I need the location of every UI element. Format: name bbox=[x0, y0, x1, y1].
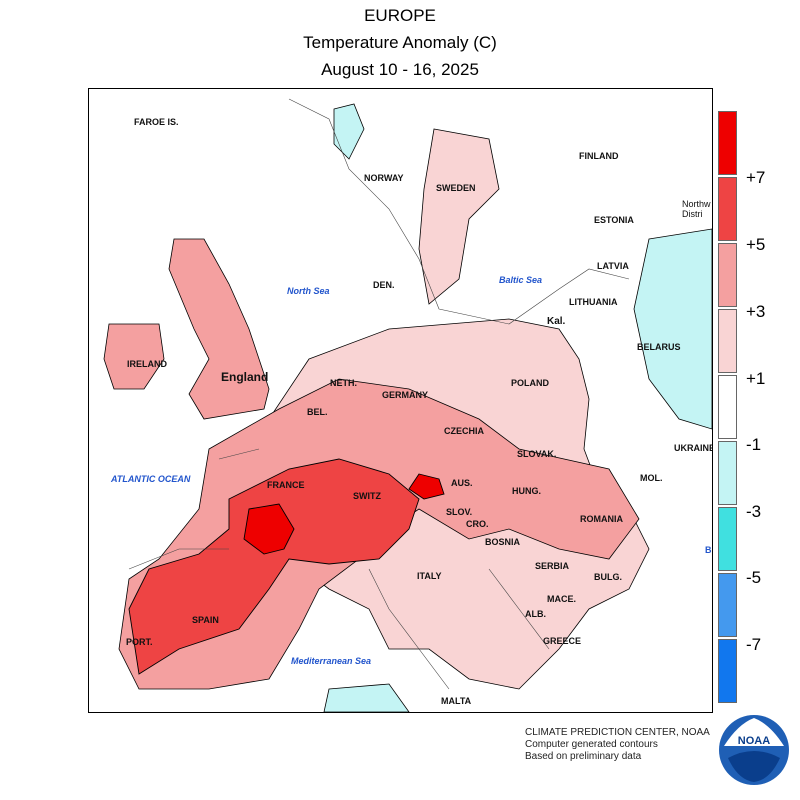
map-canvas bbox=[103, 98, 712, 712]
anomaly-map: FAROE IS. NORWAY SWEDEN FINLAND ESTONIA … bbox=[88, 88, 713, 713]
anomaly-region-plus7 bbox=[243, 503, 295, 555]
legend-label-minus5: -5 bbox=[746, 568, 762, 587]
label-malta: MALTA bbox=[441, 696, 472, 706]
legend-swatch-minus3-to-minus1 bbox=[718, 441, 737, 505]
anomaly-region-plus5 bbox=[128, 458, 420, 675]
label-lithuania: LITHUANIA bbox=[569, 297, 618, 307]
legend-swatch-plus3-to-plus5 bbox=[718, 243, 737, 307]
label-spain: SPAIN bbox=[192, 615, 219, 625]
anomaly-region-ireland bbox=[103, 323, 165, 390]
map-title-period: August 10 - 16, 2025 bbox=[321, 60, 479, 79]
legend-swatch-minus1-to-plus1 bbox=[718, 375, 737, 439]
label-sweden: SWEDEN bbox=[436, 183, 476, 193]
noaa-logo-bird bbox=[724, 718, 784, 746]
legend-swatch-minus5-to-minus3 bbox=[718, 507, 737, 571]
anomaly-region-minus1-med bbox=[323, 683, 410, 712]
label-england: England bbox=[221, 370, 269, 384]
label-slovak: SLOVAK. bbox=[517, 449, 557, 459]
noaa-logo-text: NOAA bbox=[738, 735, 770, 747]
label-romania: ROMANIA bbox=[580, 514, 623, 524]
label-mol: MOL. bbox=[640, 473, 663, 483]
credit-line-agency: CLIMATE PREDICTION CENTER, NOAA bbox=[525, 727, 710, 738]
label-greece: GREECE bbox=[543, 636, 582, 646]
label-kal: Kal. bbox=[547, 316, 566, 327]
map-title-variable: Temperature Anomaly (C) bbox=[303, 33, 497, 52]
label-czechia: CZECHIA bbox=[444, 426, 484, 436]
color-legend bbox=[718, 111, 737, 707]
label-ukraine: UKRAINE bbox=[674, 443, 713, 453]
label-latvia: LATVIA bbox=[597, 261, 629, 271]
label-cro: CRO. bbox=[466, 519, 489, 529]
legend-swatch-above-plus7 bbox=[718, 111, 737, 175]
legend-swatch-below-minus7 bbox=[718, 639, 737, 703]
coastline bbox=[128, 98, 630, 690]
label-norway: NORWAY bbox=[364, 173, 404, 183]
label-belarus: BELARUS bbox=[637, 342, 681, 352]
label-faroe: FAROE IS. bbox=[134, 117, 179, 127]
label-b-edge: B bbox=[705, 545, 712, 555]
legend-label-minus7: -7 bbox=[746, 635, 762, 654]
legend-swatch-plus1-to-plus3 bbox=[718, 309, 737, 373]
anomaly-region-sweden bbox=[418, 128, 500, 305]
label-atlantic-ocean: ATLANTIC OCEAN bbox=[111, 474, 191, 484]
label-france: FRANCE bbox=[267, 480, 305, 490]
label-bulg: BULG. bbox=[594, 572, 622, 582]
label-aus: AUS. bbox=[451, 478, 473, 488]
anomaly-region-minus1-norway bbox=[333, 103, 365, 160]
credit-line-method: Computer generated contours bbox=[525, 739, 658, 750]
label-north-sea: North Sea bbox=[287, 286, 330, 296]
legend-label-plus1: +1 bbox=[746, 369, 766, 388]
noaa-logo-wave bbox=[728, 751, 780, 782]
label-switz: SWITZ bbox=[353, 491, 381, 501]
credit-line-data: Based on preliminary data bbox=[525, 751, 642, 762]
label-neth: NETH. bbox=[330, 378, 357, 388]
label-hung: HUNG. bbox=[512, 486, 541, 496]
legend-swatch-plus5-to-plus7 bbox=[718, 177, 737, 241]
noaa-logo: NOAA bbox=[719, 715, 789, 785]
label-alb: ALB. bbox=[525, 609, 546, 619]
anomaly-region-minus1-belarus bbox=[633, 228, 712, 430]
legend-label-minus3: -3 bbox=[746, 502, 762, 521]
label-ireland: IRELAND bbox=[127, 359, 167, 369]
anomaly-region-plus7-alps bbox=[408, 473, 445, 500]
label-slov: SLOV. bbox=[446, 507, 473, 517]
label-mediterranean-sea: Mediterranean Sea bbox=[290, 656, 372, 666]
label-finland: FINLAND bbox=[579, 151, 619, 161]
legend-swatch-minus7-to-minus5 bbox=[718, 573, 737, 637]
label-mace: MACE. bbox=[547, 594, 576, 604]
anomaly-region-britain bbox=[168, 238, 270, 420]
legend-label-minus1: -1 bbox=[746, 435, 762, 454]
label-port: PORT. bbox=[126, 637, 153, 647]
label-italy: ITALY bbox=[417, 571, 442, 581]
label-northwest-district: Northw Distri bbox=[682, 199, 711, 219]
legend-label-plus3: +3 bbox=[746, 302, 766, 321]
label-poland: POLAND bbox=[511, 378, 549, 388]
legend-label-plus7: +7 bbox=[746, 168, 766, 187]
credit-block: CLIMATE PREDICTION CENTER, NOAA Computer… bbox=[525, 727, 710, 763]
map-title-region: EUROPE bbox=[364, 6, 436, 25]
label-bel: BEL. bbox=[307, 407, 328, 417]
label-bosnia: BOSNIA bbox=[485, 537, 521, 547]
label-den: DEN. bbox=[373, 280, 395, 290]
label-baltic-sea: Baltic Sea bbox=[499, 275, 543, 285]
label-germany: GERMANY bbox=[382, 390, 429, 400]
legend-label-plus5: +5 bbox=[746, 235, 766, 254]
label-estonia: ESTONIA bbox=[594, 215, 634, 225]
label-serbia: SERBIA bbox=[535, 561, 570, 571]
